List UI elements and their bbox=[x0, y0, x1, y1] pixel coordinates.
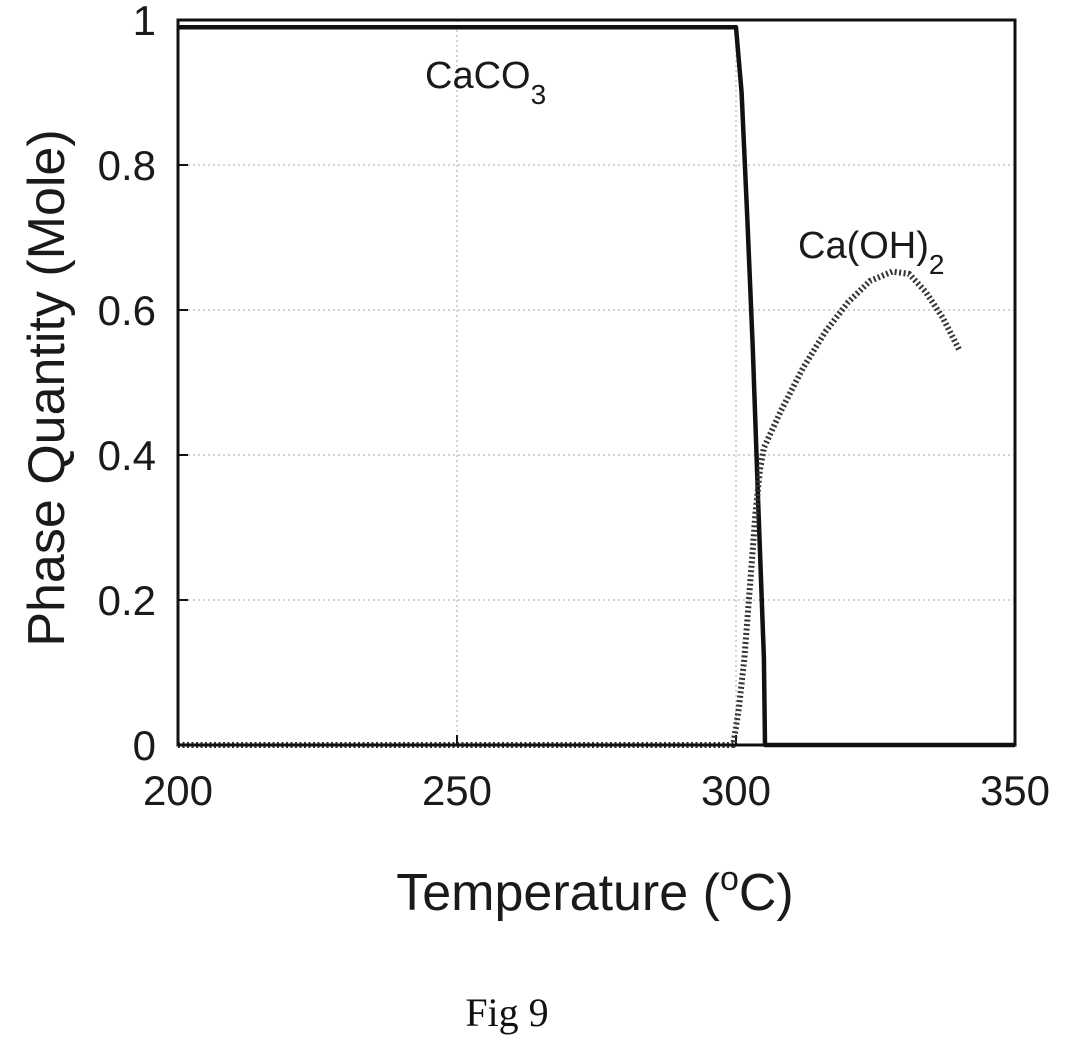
annotation-caoh2-main: Ca(OH) bbox=[798, 225, 929, 267]
x-axis-label-unit: C) bbox=[739, 864, 794, 922]
grid-lines bbox=[177, 19, 1016, 746]
series-line-caco3 bbox=[178, 25, 1015, 748]
y-tick-labels: 0 0.2 0.4 0.6 0.8 1 bbox=[98, 0, 156, 769]
data-series bbox=[178, 25, 1015, 748]
x-tick-labels: 200 250 300 350 bbox=[143, 767, 1050, 814]
x-tick-label: 200 bbox=[143, 767, 213, 814]
y-tick-label: 0.8 bbox=[98, 142, 156, 189]
annotation-caco3-sub: 3 bbox=[531, 79, 547, 110]
y-tick-label: 0 bbox=[133, 722, 156, 769]
x-tick-label: 250 bbox=[422, 767, 492, 814]
figure-caption: Fig 9 bbox=[465, 990, 548, 1035]
annotation-caco3: CaCO3 bbox=[425, 55, 546, 110]
y-axis-label: Phase Quantity (Mole) bbox=[18, 129, 76, 646]
y-tick-label: 0.4 bbox=[98, 432, 156, 479]
x-tick-label: 300 bbox=[701, 767, 771, 814]
annotation-caoh2: Ca(OH)2 bbox=[798, 225, 944, 280]
x-axis-label-degree: o bbox=[720, 860, 739, 898]
y-tick-label: 1 bbox=[133, 0, 156, 44]
y-tick-label: 0.6 bbox=[98, 287, 156, 334]
y-tick-label: 0.2 bbox=[98, 577, 156, 624]
x-axis-label-main: Temperature ( bbox=[396, 864, 720, 922]
plot-frame bbox=[176, 18, 1017, 747]
annotation-caco3-main: CaCO bbox=[425, 55, 531, 97]
annotation-caoh2-sub: 2 bbox=[929, 249, 945, 280]
x-tick-label: 350 bbox=[980, 767, 1050, 814]
series-line-ca-oh-2 bbox=[178, 268, 962, 748]
x-axis-label: Temperature (oC) bbox=[396, 860, 793, 922]
